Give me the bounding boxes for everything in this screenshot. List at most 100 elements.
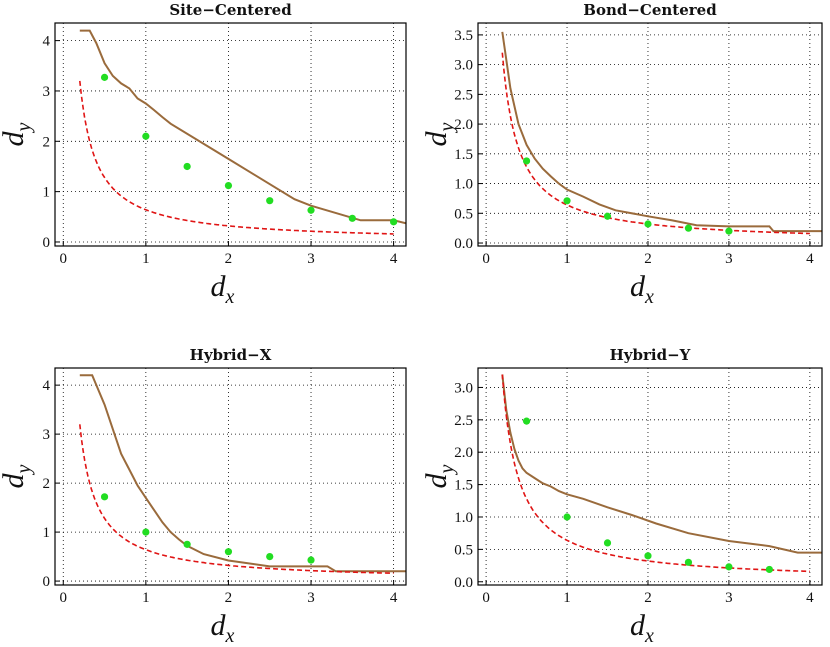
plot-area	[501, 374, 822, 574]
panel-site-centered: Site−Centered 0 1 2 3 4 0 1 2 3 4 dx dy	[0, 1, 407, 308]
panel-bond-centered: Bond−Centered 0 1 2 3 4 0.0 0.5 1.0 1.5 2.0 2.5 3.0 3…	[420, 1, 823, 308]
y-tick-label: 1.5	[454, 147, 473, 163]
x-tick-label: 2	[225, 590, 233, 606]
green-data-point	[684, 558, 693, 566]
x-tick-label: 3	[307, 251, 315, 267]
plot-frame	[54, 22, 407, 247]
x-tick-label: 1	[563, 590, 571, 606]
green-data-point	[224, 548, 233, 556]
y-tick-label: 3.5	[454, 28, 473, 44]
green-data-point	[266, 552, 274, 561]
y-tick-label: 3.0	[454, 58, 473, 74]
green-data-point	[522, 417, 531, 425]
panel-title: Site−Centered	[169, 1, 292, 19]
x-tick-label: 3	[307, 590, 315, 606]
brown-curve-line	[79, 29, 406, 225]
panel-title: Hybrid−Y	[610, 346, 691, 364]
green-data-point	[603, 212, 612, 220]
panel-hybrid-x: Hybrid−X 0 1 2 3 4 0 1 2 3 4 dx dy	[0, 346, 407, 647]
plot-area	[501, 31, 822, 235]
y-tick-label: 0.5	[454, 206, 473, 222]
y-axis-label: dy	[0, 464, 35, 488]
green-data-point	[266, 197, 274, 205]
y-tick-label: 2.0	[454, 117, 473, 133]
x-tick-label: 4	[390, 251, 398, 267]
panel-title: Hybrid−X	[190, 346, 272, 364]
y-tick-label: 0.0	[454, 575, 473, 591]
x-axis-label: dx	[630, 609, 654, 647]
plot-area	[79, 29, 406, 235]
red-dashed-curve-line	[501, 52, 810, 235]
x-tick-label: 4	[806, 590, 814, 606]
green-data-point	[307, 206, 315, 214]
x-tick-label: 3	[725, 251, 733, 267]
y-tick-label: 0.0	[454, 236, 473, 252]
plot-area	[79, 374, 406, 575]
y-axis-label: dy	[420, 464, 458, 488]
green-data-point	[563, 197, 571, 205]
x-axis-label: dx	[630, 270, 654, 308]
x-tick-label: 2	[644, 251, 652, 267]
x-tick-label: 0	[60, 590, 68, 606]
green-data-point	[644, 220, 652, 228]
y-tick-label: 3	[43, 84, 51, 100]
green-data-point	[684, 224, 693, 232]
brown-curve-line	[79, 374, 406, 573]
x-tick-label: 1	[142, 251, 150, 267]
green-data-point	[522, 157, 531, 165]
y-tick-label: 1	[43, 525, 51, 541]
green-data-point	[142, 528, 150, 536]
y-tick-label: 0.5	[454, 542, 473, 558]
x-tick-label: 1	[563, 251, 571, 267]
y-tick-label: 2.5	[454, 87, 473, 103]
y-tick-label: 0	[43, 574, 51, 590]
green-data-point	[725, 563, 733, 571]
y-tick-label: 2.5	[454, 413, 473, 429]
y-tick-label: 0	[43, 235, 51, 251]
green-data-point	[142, 132, 150, 140]
y-tick-label: 4	[43, 34, 51, 50]
y-tick-label: 2.0	[454, 445, 473, 461]
y-axis-label: dy	[420, 122, 458, 146]
x-tick-label: 4	[390, 590, 398, 606]
red-dashed-curve-line	[79, 424, 394, 575]
green-data-point	[644, 552, 652, 560]
green-data-point	[725, 227, 733, 235]
green-data-point	[100, 73, 109, 81]
green-data-point	[307, 556, 315, 564]
y-tick-label: 1	[43, 185, 51, 201]
x-tick-label: 2	[225, 251, 233, 267]
y-tick-label: 1.0	[454, 510, 473, 526]
y-tick-label: 3	[43, 427, 51, 443]
plot-frame	[477, 367, 823, 586]
x-tick-label: 0	[60, 251, 68, 267]
green-data-point	[563, 513, 571, 521]
y-tick-label: 3.0	[454, 380, 473, 396]
green-data-point	[100, 493, 109, 501]
green-data-point	[390, 218, 398, 226]
red-dashed-curve-line	[79, 80, 394, 235]
x-tick-label: 2	[644, 590, 652, 606]
x-tick-label: 3	[725, 590, 733, 606]
green-data-point	[603, 539, 612, 547]
brown-curve-line	[501, 31, 822, 233]
x-tick-label: 0	[482, 251, 490, 267]
x-axis-label: dx	[211, 270, 235, 308]
plot-frame	[54, 367, 407, 586]
panel-hybrid-y: Hybrid−Y 0 1 2 3 4 0.0 0.5 1.0 1.5 2.0 2.5 3.0 dx dy	[420, 346, 823, 647]
plot-frame	[477, 22, 823, 247]
red-dashed-curve-line	[501, 374, 810, 573]
green-data-point	[224, 181, 233, 190]
brown-curve-line	[501, 374, 822, 554]
x-tick-label: 0	[482, 590, 490, 606]
x-tick-label: 1	[142, 590, 150, 606]
x-axis-label: dx	[211, 609, 235, 647]
green-data-point	[765, 565, 773, 574]
green-data-point	[183, 540, 191, 548]
y-axis-label: dy	[0, 122, 35, 146]
y-tick-label: 2	[43, 476, 51, 492]
y-tick-label: 1.5	[454, 478, 473, 494]
y-tick-label: 1.0	[454, 177, 473, 193]
green-data-point	[183, 162, 191, 171]
